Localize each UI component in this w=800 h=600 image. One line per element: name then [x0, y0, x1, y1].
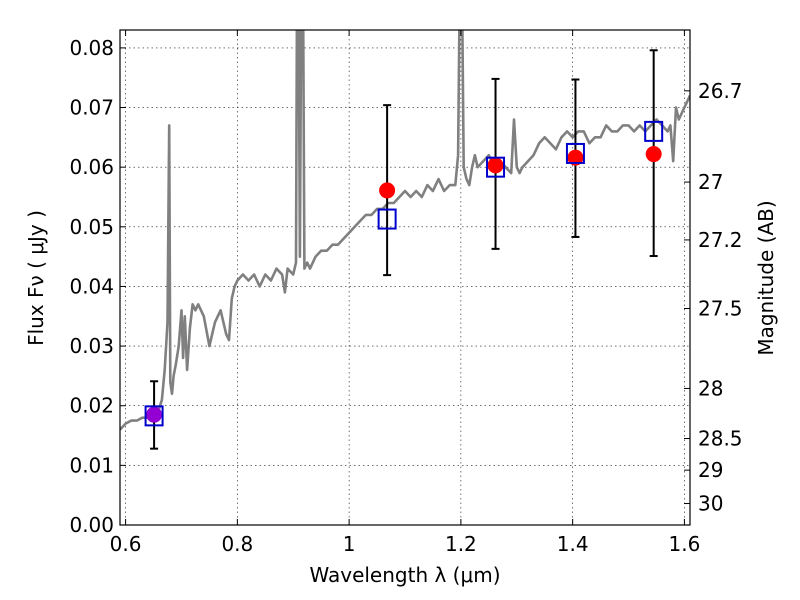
data-points	[144, 49, 664, 450]
model-box	[565, 142, 585, 164]
x-tick-label: 1	[343, 532, 356, 556]
right-tick-label: 27.2	[698, 228, 743, 252]
axis-ticks: 0.6 0.8 1 1.2 1.4 1.6 0.00 0.01 0.02 0.03 0.04 0.05…	[69, 30, 743, 556]
right-tick-label: 28	[698, 376, 723, 400]
y-tick-label: 0.07	[69, 96, 114, 120]
x-tick-label: 0.8	[221, 532, 253, 556]
data-point	[146, 406, 163, 423]
model-box	[377, 208, 397, 230]
data-point	[567, 149, 584, 166]
y-tick-label: 0.06	[69, 155, 114, 179]
model-box	[486, 156, 506, 178]
right-axis-label: Magnitude (AB)	[754, 200, 778, 355]
right-tick-label: 27	[698, 170, 723, 194]
data-point	[645, 146, 662, 163]
y-tick-label: 0.04	[69, 274, 114, 298]
x-tick-label: 1.4	[557, 532, 589, 556]
plot-frame	[119, 29, 691, 526]
y-axis-label: Flux Fν ( μJy )	[24, 210, 48, 346]
right-tick-label: 28.5	[698, 427, 743, 451]
y-tick-label: 0.03	[69, 334, 114, 358]
y-tick-label: 0.02	[69, 394, 114, 418]
x-tick-label: 1.2	[445, 532, 477, 556]
y-tick-label: 0.00	[69, 513, 114, 537]
data-point	[487, 157, 504, 174]
x-axis-label: Wavelength λ (μm)	[309, 563, 500, 587]
right-tick-label: 30	[698, 492, 723, 516]
right-tick-label: 27.5	[698, 297, 743, 321]
model-box	[644, 120, 664, 142]
x-tick-label: 0.6	[110, 532, 142, 556]
grid	[120, 30, 690, 526]
y-tick-label: 0.08	[69, 36, 114, 60]
model-box	[144, 405, 164, 427]
x-tick-label: 1.6	[669, 532, 701, 556]
y-tick-label: 0.05	[69, 215, 114, 239]
y-tick-label: 0.01	[69, 453, 114, 477]
right-tick-label: 29	[698, 458, 723, 482]
right-tick-label: 26.7	[698, 79, 743, 103]
data-point	[379, 182, 396, 199]
